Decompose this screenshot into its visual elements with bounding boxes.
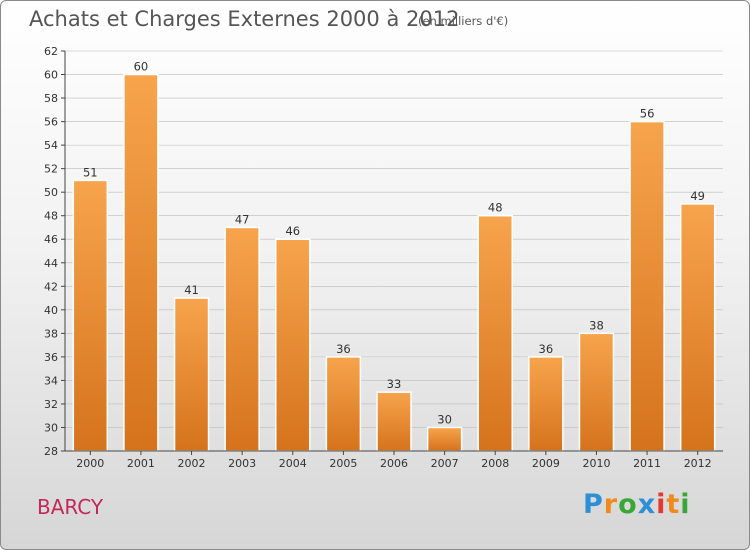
bar-value-label: 49 <box>690 189 705 203</box>
x-tick-label: 2001 <box>127 457 155 470</box>
logo-letter: t <box>666 489 681 520</box>
x-tick-label: 2011 <box>633 457 661 470</box>
y-tick-label: 28 <box>44 445 58 458</box>
y-tick-label: 40 <box>44 304 58 317</box>
bar <box>578 332 615 452</box>
bar <box>72 179 109 452</box>
logo-letter: P <box>583 489 604 520</box>
bar-value-label: 36 <box>539 342 554 356</box>
x-tick-label: 2010 <box>582 457 610 470</box>
y-tick-label: 32 <box>44 398 58 411</box>
bar <box>224 226 260 452</box>
x-tick-label: 2007 <box>431 457 459 470</box>
logo-letter: r <box>603 489 619 520</box>
y-tick-label: 36 <box>44 351 58 364</box>
y-tick-label: 48 <box>44 210 58 223</box>
x-tick-label: 2006 <box>380 457 408 470</box>
bar-value-label: 47 <box>235 212 250 226</box>
y-tick-label: 38 <box>44 327 58 340</box>
logo-letter: i <box>656 489 667 520</box>
y-tick-label: 52 <box>44 163 58 176</box>
y-tick-label: 56 <box>44 116 58 129</box>
chart-title: Achats et Charges Externes 2000 à 2012 <box>29 7 460 31</box>
x-tick-label: 2000 <box>76 457 104 470</box>
chart-subtitle: (en milliers d'€) <box>418 14 509 28</box>
x-tick-label: 2009 <box>532 457 560 470</box>
x-tick-label: 2003 <box>228 457 256 470</box>
y-tick-label: 54 <box>44 139 58 152</box>
bar-value-label: 33 <box>387 377 402 391</box>
bar <box>173 297 210 452</box>
bar-value-label: 41 <box>184 283 199 297</box>
bar <box>679 203 716 452</box>
y-tick-label: 42 <box>44 280 58 293</box>
commune-name: BARCY <box>37 495 104 519</box>
bar <box>528 356 564 452</box>
bar-value-label: 51 <box>83 165 98 179</box>
bar-value-label: 56 <box>640 107 655 121</box>
x-tick-label: 2008 <box>481 457 509 470</box>
logo-letter: x <box>637 489 657 520</box>
bar <box>123 73 159 452</box>
bar-value-label: 36 <box>336 342 351 356</box>
logo-letter: i <box>680 489 691 520</box>
y-tick-label: 62 <box>44 45 58 58</box>
bar-value-label: 30 <box>437 412 452 426</box>
bar-value-label: 38 <box>589 318 604 332</box>
logo-letter: o <box>618 489 638 520</box>
bar-value-label: 46 <box>285 224 300 238</box>
x-tick-label: 2002 <box>178 457 206 470</box>
y-tick-label: 50 <box>44 186 58 199</box>
y-tick-label: 46 <box>44 233 58 246</box>
bar <box>629 120 665 452</box>
x-tick-label: 2004 <box>279 457 307 470</box>
x-tick-label: 2012 <box>684 457 712 470</box>
bar <box>275 238 311 452</box>
bar-value-label: 48 <box>488 201 503 215</box>
y-tick-label: 44 <box>44 257 58 270</box>
proxiti-logo[interactable]: Proxiti <box>583 489 691 520</box>
bar <box>426 426 463 452</box>
bar-value-label: 60 <box>134 60 149 74</box>
bar <box>376 391 412 452</box>
bar <box>325 356 362 452</box>
y-tick-label: 58 <box>44 92 58 105</box>
y-tick-label: 34 <box>44 374 58 387</box>
bar <box>477 214 513 452</box>
y-tick-label: 30 <box>44 421 58 434</box>
x-tick-label: 2005 <box>329 457 357 470</box>
y-tick-label: 60 <box>44 69 58 82</box>
